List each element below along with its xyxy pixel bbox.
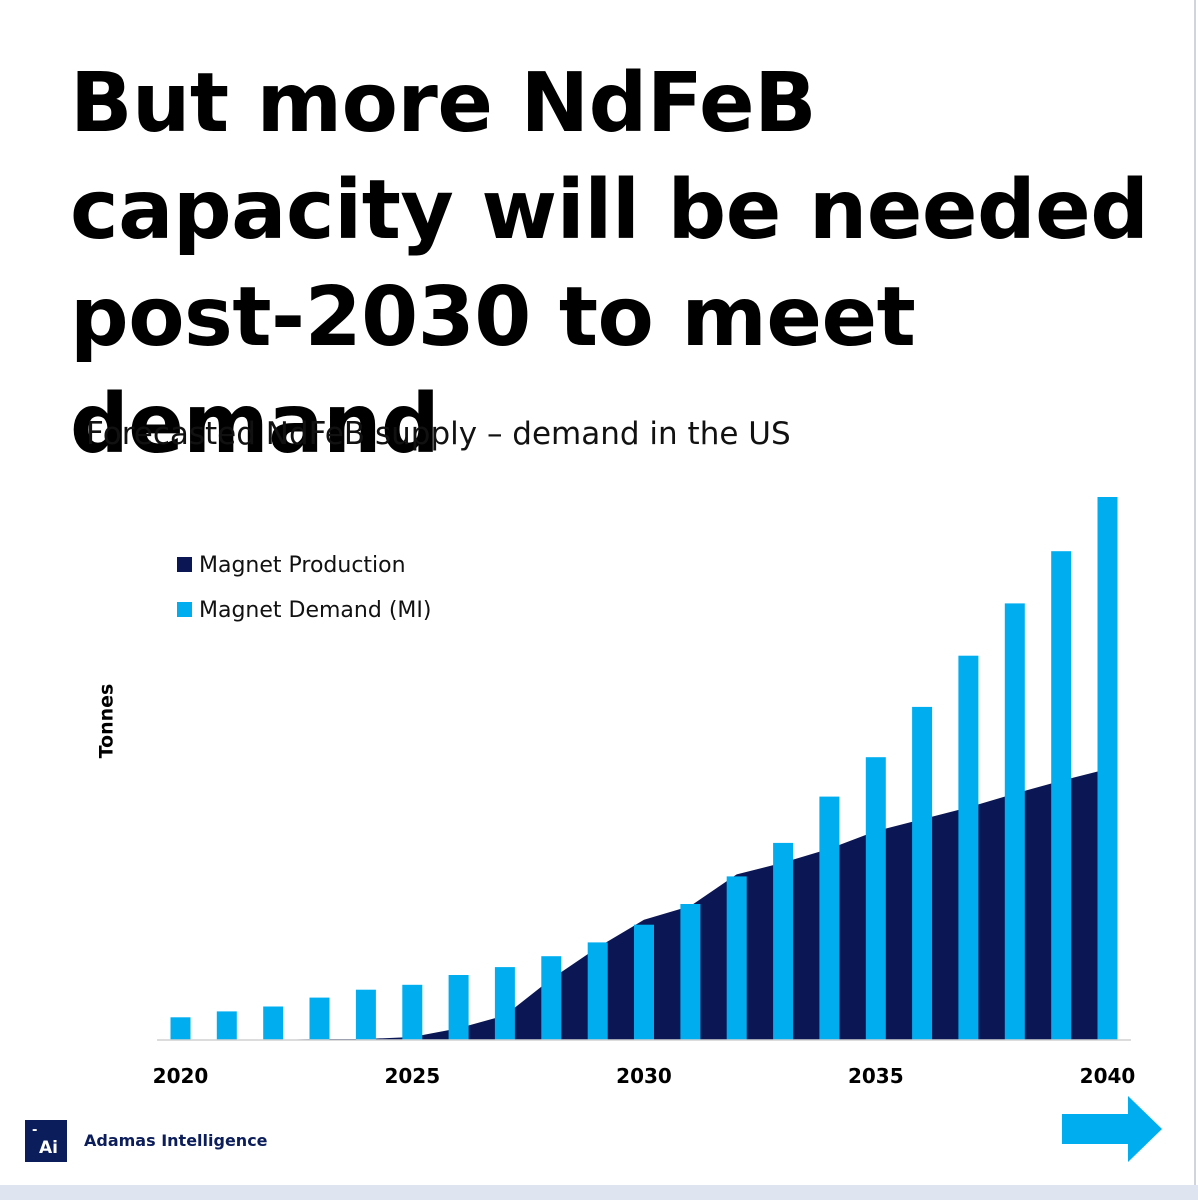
bar-demand-2034 <box>819 796 840 1040</box>
bar-demand-2027 <box>494 967 515 1040</box>
bar-demand-2038 <box>1004 603 1025 1040</box>
bar-demand-2030 <box>634 924 654 1040</box>
bar-demand-2039 <box>1051 551 1072 1040</box>
bar-demand-2029 <box>587 942 608 1040</box>
bar-demand-2035 <box>865 757 886 1040</box>
y-axis-label: Tonnes <box>96 684 118 759</box>
logo-dash: - <box>32 1123 38 1138</box>
bar-demand-2026 <box>448 975 469 1040</box>
bar-demand-2040 <box>1097 497 1118 1040</box>
chart-title: Forecasted NdFeB supply – demand in the … <box>86 416 791 452</box>
bar-demand-2028 <box>541 956 562 1040</box>
legend-swatch-demand <box>177 602 192 617</box>
bar-demand-2036 <box>912 706 933 1040</box>
logo-text: Ai <box>39 1138 58 1158</box>
bar-demand-2020 <box>170 1017 191 1040</box>
brand-name: Adamas Intelligence <box>84 1131 268 1150</box>
headline: But more NdFeB capacity will be needed p… <box>70 56 1149 472</box>
legend-swatch-production <box>177 557 192 572</box>
bottom-strip <box>0 1185 1198 1200</box>
bar-demand-2032 <box>726 876 747 1040</box>
x-tick-label-2020: 2020 <box>153 1064 209 1088</box>
x-tick-label-2035: 2035 <box>848 1064 904 1088</box>
bar-demand-2023 <box>309 997 330 1040</box>
bar-demand-2037 <box>958 655 979 1040</box>
brand-logo: - Ai <box>25 1120 67 1162</box>
bar-demand-2021 <box>216 1011 237 1040</box>
bar-demand-2031 <box>680 904 701 1040</box>
legend: Magnet Production Magnet Demand (MI) <box>177 553 431 623</box>
bar-demand-2033 <box>773 842 794 1040</box>
bar-demand-2022 <box>263 1006 284 1040</box>
chart: 2020 2025 2030 2035 2040 Tonnes Magnet Produ… <box>96 497 1136 1088</box>
legend-label-demand: Magnet Demand (MI) <box>199 598 431 623</box>
x-tick-label-2040: 2040 <box>1080 1064 1136 1088</box>
legend-label-production: Magnet Production <box>199 553 406 578</box>
x-tick-label-2030: 2030 <box>616 1064 672 1088</box>
x-tick-label-2025: 2025 <box>384 1064 440 1088</box>
bar-demand-2024 <box>355 989 376 1040</box>
bar-demand-2025 <box>402 984 423 1040</box>
right-arrow-icon[interactable] <box>1062 1096 1164 1166</box>
